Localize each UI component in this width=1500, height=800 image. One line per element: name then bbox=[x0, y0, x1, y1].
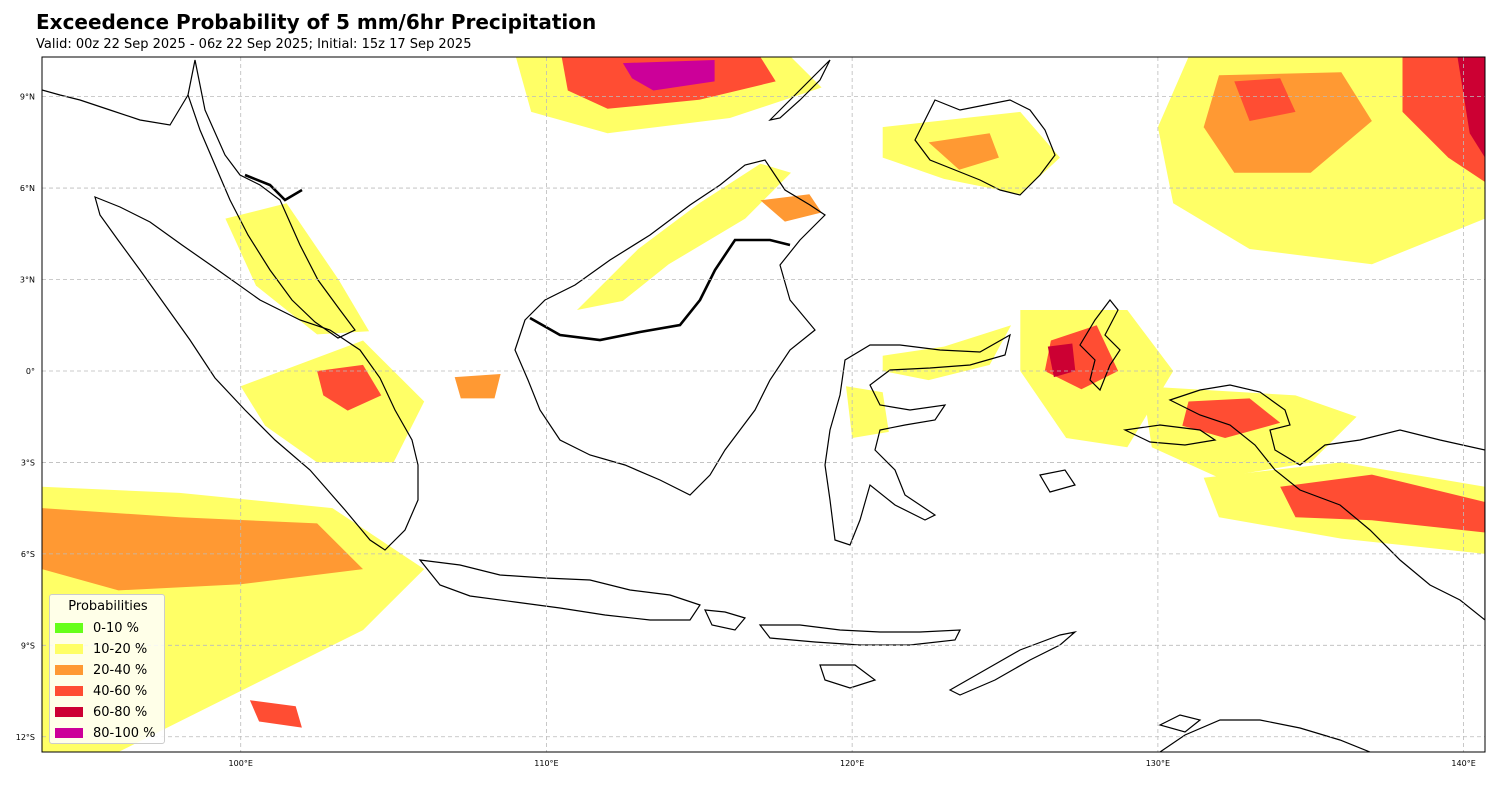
precip-area-bangka-core bbox=[454, 374, 501, 399]
legend-swatch bbox=[55, 707, 83, 717]
legend-label: 40-60 % bbox=[93, 683, 148, 699]
precip-area-south-china-sea-north-peak bbox=[622, 60, 715, 91]
map-title: Exceedence Probability of 5 mm/6hr Preci… bbox=[36, 10, 597, 34]
map-gridlines bbox=[42, 57, 1485, 752]
lon-tick-label: 100°E bbox=[229, 759, 253, 768]
legend-item: 40-60 % bbox=[55, 683, 147, 699]
lon-tick-label: 130°E bbox=[1146, 759, 1170, 768]
coastline-sumba bbox=[819, 664, 877, 689]
legend-item: 80-100 % bbox=[55, 725, 156, 741]
precip-area-indian-ocean-south-core bbox=[249, 700, 302, 728]
lat-tick-label: 3°S bbox=[21, 458, 35, 467]
lat-tick-label: 6°N bbox=[20, 184, 35, 193]
coastline-mindanao bbox=[914, 99, 1056, 196]
lat-tick-label: 9°S bbox=[21, 641, 35, 650]
lon-tick-label: 140°E bbox=[1451, 759, 1475, 768]
legend-swatch bbox=[55, 665, 83, 675]
lon-tick-label: 120°E bbox=[840, 759, 864, 768]
precip-area-central-sulawesi bbox=[846, 386, 889, 438]
legend-label: 20-40 % bbox=[93, 662, 148, 678]
coastline-australia bbox=[1159, 719, 1371, 752]
precipitation-layer bbox=[42, 57, 1485, 752]
coastline-borneo bbox=[514, 159, 826, 496]
coastline-sumatra bbox=[94, 195, 419, 551]
coastline-timor bbox=[948, 630, 1078, 696]
legend-label: 0-10 % bbox=[93, 620, 139, 636]
precip-area-sabah-east bbox=[760, 194, 822, 222]
lat-tick-label: 12°S bbox=[16, 733, 35, 742]
border-borneo bbox=[529, 238, 791, 342]
coastline-halmahera bbox=[1079, 299, 1121, 392]
precip-area-western-pacific-north-peak bbox=[1234, 78, 1296, 121]
precip-area-mindanao-core bbox=[928, 133, 999, 170]
map-tick-labels: 100°E 110°E 120°E 130°E 140°E 9°N 6°N 3°N 0° 3°S 6… bbox=[16, 93, 1476, 768]
coastline-melville bbox=[1158, 714, 1202, 733]
coastline-java bbox=[418, 559, 701, 621]
coastline-bali-lombok bbox=[704, 609, 747, 631]
lat-tick-label: 9°N bbox=[20, 93, 35, 102]
border-malay-thai bbox=[244, 173, 303, 202]
coastline-seram bbox=[1122, 424, 1217, 446]
precip-area-borneo-northwest bbox=[577, 163, 791, 310]
coastline-new-guinea bbox=[1168, 384, 1485, 621]
coastline-layer bbox=[42, 59, 1485, 752]
coastline-sumbawa-flores bbox=[758, 624, 961, 646]
legend-title: Probabilities bbox=[68, 599, 148, 614]
legend-item: 0-10 % bbox=[55, 620, 139, 636]
coastline-mainland bbox=[42, 89, 189, 126]
legend-label: 60-80 % bbox=[93, 704, 148, 720]
legend-swatch bbox=[55, 623, 83, 633]
legend-swatch bbox=[55, 728, 83, 738]
legend-item: 20-40 % bbox=[55, 662, 147, 678]
precip-area-sumatra-central bbox=[240, 340, 425, 463]
precip-area-maluku-north-peak bbox=[1047, 343, 1076, 378]
legend-label: 10-20 % bbox=[93, 641, 148, 657]
legend-item: 60-80 % bbox=[55, 704, 147, 720]
lon-tick-label: 110°E bbox=[534, 759, 558, 768]
map-subtitle: Valid: 00z 22 Sep 2025 - 06z 22 Sep 2025… bbox=[36, 37, 472, 52]
precip-area-malay-peninsula bbox=[225, 203, 370, 335]
legend-swatch bbox=[55, 686, 83, 696]
precip-area-pacific-northeast-peak bbox=[1457, 57, 1485, 158]
coastline-sulawesi bbox=[824, 333, 1011, 546]
legend-swatch bbox=[55, 644, 83, 654]
legend: Probabilities 0-10 % 10-20 % 20-40 % 40-60 … bbox=[49, 594, 165, 744]
map-frame bbox=[41, 56, 1486, 753]
precip-area-sulawesi-north bbox=[882, 325, 1012, 381]
lat-tick-label: 0° bbox=[26, 367, 35, 376]
legend-item: 10-20 % bbox=[55, 641, 147, 657]
legend-label: 80-100 % bbox=[93, 725, 156, 741]
lat-tick-label: 3°N bbox=[20, 276, 35, 285]
precip-area-papua-west-core bbox=[1182, 398, 1281, 438]
coastline-malay-peninsula bbox=[187, 59, 356, 339]
precip-area-riau-core bbox=[317, 364, 382, 411]
precip-area-indian-ocean-west-core bbox=[42, 508, 363, 591]
coastline-buru bbox=[1039, 469, 1076, 493]
border-layer bbox=[244, 173, 791, 342]
precip-area-papua-south-coast-core bbox=[1280, 474, 1485, 533]
lat-tick-label: 6°S bbox=[21, 550, 35, 559]
